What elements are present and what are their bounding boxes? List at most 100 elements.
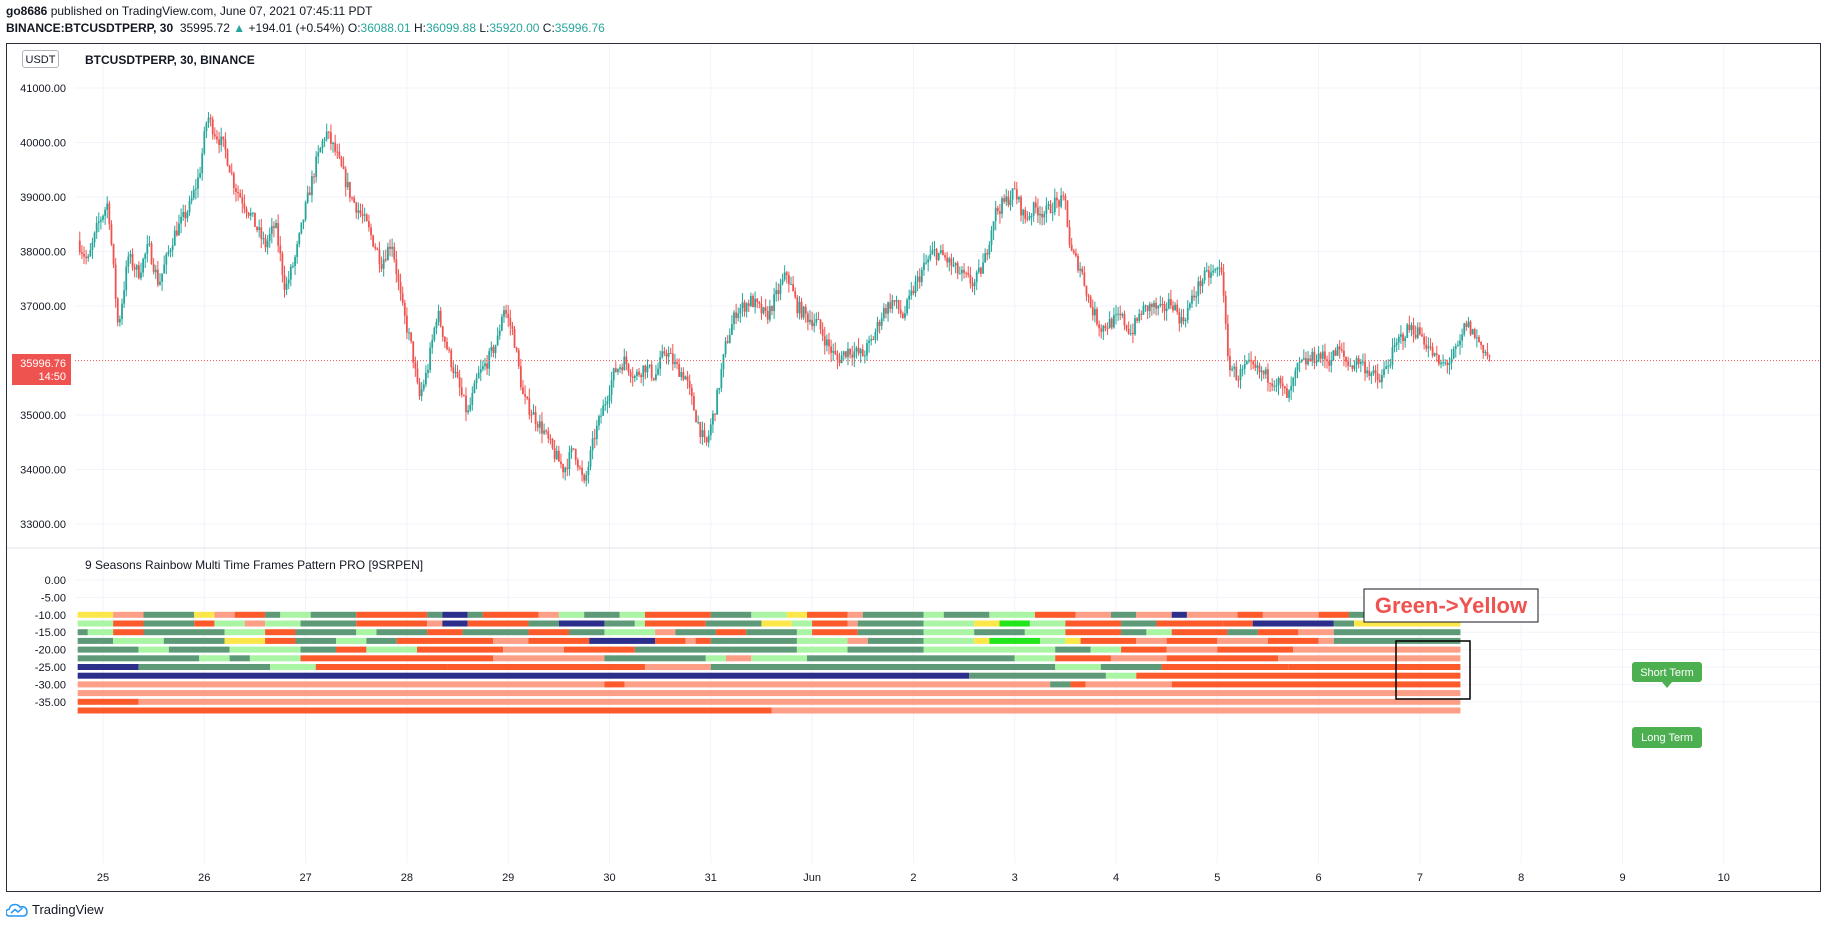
candle-body (1176, 304, 1179, 313)
candle-body (604, 404, 607, 406)
candle-body (1484, 352, 1487, 354)
candle-body (1475, 337, 1478, 339)
band-segment (1136, 611, 1172, 618)
band-segment (1085, 681, 1172, 688)
currency-button[interactable]: USDT (22, 50, 59, 68)
band-segment (604, 681, 625, 688)
candle-body (731, 324, 733, 335)
candle-body (927, 259, 930, 263)
long-term-tag[interactable]: Long Term (1632, 727, 1702, 748)
candle-body (1448, 362, 1451, 366)
candle-body (140, 272, 142, 279)
candle-body (289, 266, 292, 280)
candle-body (766, 310, 769, 320)
time-tick-label: 30 (603, 872, 615, 884)
band-segment (1090, 646, 1122, 653)
candle-body (277, 222, 280, 246)
band-segment (1166, 637, 1218, 644)
candle-body (538, 421, 541, 428)
candle-body (562, 464, 564, 473)
candle-body (585, 474, 588, 481)
band-segment (1333, 620, 1355, 627)
candle-body (494, 345, 497, 353)
band-segment (113, 620, 144, 627)
candle-body (349, 182, 351, 198)
candle-body (724, 341, 727, 355)
band-segment (1136, 672, 1461, 679)
candle-body (629, 371, 632, 377)
candle-body (431, 340, 434, 348)
candle-body (519, 366, 522, 388)
band-segment (335, 637, 367, 644)
candle-body (235, 188, 237, 193)
candle-body (1370, 373, 1373, 376)
candle-body (853, 351, 856, 358)
candle-body (779, 283, 782, 294)
band-segment (194, 611, 215, 618)
band-segment (619, 611, 645, 618)
candle-body (503, 310, 505, 317)
candle-body (1066, 200, 1069, 227)
band-segment (366, 646, 418, 653)
candle-body (406, 315, 408, 333)
candle-body (1374, 370, 1377, 374)
candle-body (342, 166, 345, 169)
time-tick-label: 26 (198, 872, 210, 884)
candle-body (760, 303, 763, 314)
candle-body (595, 425, 598, 440)
band-segment (224, 629, 266, 636)
candle-body (209, 117, 212, 120)
candle-body (961, 269, 963, 274)
chart-frame[interactable] (6, 43, 1821, 892)
candle-body (112, 244, 115, 265)
annotation-box[interactable]: Green->Yellow (1363, 588, 1539, 623)
band-segment (143, 629, 225, 636)
candle-body (980, 267, 982, 274)
candle-body (308, 192, 311, 196)
candle-body (823, 336, 826, 346)
candle-body (576, 459, 579, 468)
band-segment (442, 620, 468, 627)
candle-body (851, 354, 854, 358)
candle-body (1309, 358, 1312, 361)
candle-body (353, 197, 356, 203)
candle-body (427, 369, 429, 373)
symbol-name[interactable]: BINANCE:BTCUSDTPERP, 30 (6, 21, 174, 35)
footer-brand[interactable]: TradingView (6, 902, 104, 918)
band-segment (807, 611, 848, 618)
time-tick-label: 28 (401, 872, 413, 884)
candle-body (165, 254, 168, 265)
candle-body (1075, 252, 1077, 256)
candle-body (939, 250, 942, 253)
band-segment (761, 620, 792, 627)
band-segment (685, 637, 696, 644)
band-segment (1217, 637, 1268, 644)
band-segment (143, 620, 195, 627)
candle-body (1421, 334, 1423, 337)
candle-body (1087, 295, 1090, 297)
candle-body (733, 312, 735, 325)
time-tick-label: 2 (910, 872, 916, 884)
band-segment (584, 611, 620, 618)
candle-body (1294, 370, 1297, 378)
candle-body (720, 369, 723, 389)
band-segment (1110, 611, 1137, 618)
candle-body (1302, 358, 1305, 360)
short-term-tag[interactable]: Short Term (1632, 662, 1702, 688)
candle-body (1412, 325, 1415, 335)
band-segment (1055, 664, 1101, 670)
band-segment (1024, 629, 1066, 636)
indicator-tick-label: -5.00 (41, 592, 66, 604)
candle-body (956, 263, 959, 274)
candle-body (794, 291, 797, 298)
candle-body (792, 284, 795, 292)
candle-body (950, 258, 953, 266)
author-name[interactable]: go8686 (6, 4, 48, 18)
candle-body (1153, 302, 1155, 308)
candle-body (283, 274, 286, 290)
candle-body (534, 412, 537, 424)
candle-body (1037, 207, 1039, 216)
price-tick-label: 34000.00 (20, 465, 66, 477)
band-segment (1227, 629, 1258, 636)
